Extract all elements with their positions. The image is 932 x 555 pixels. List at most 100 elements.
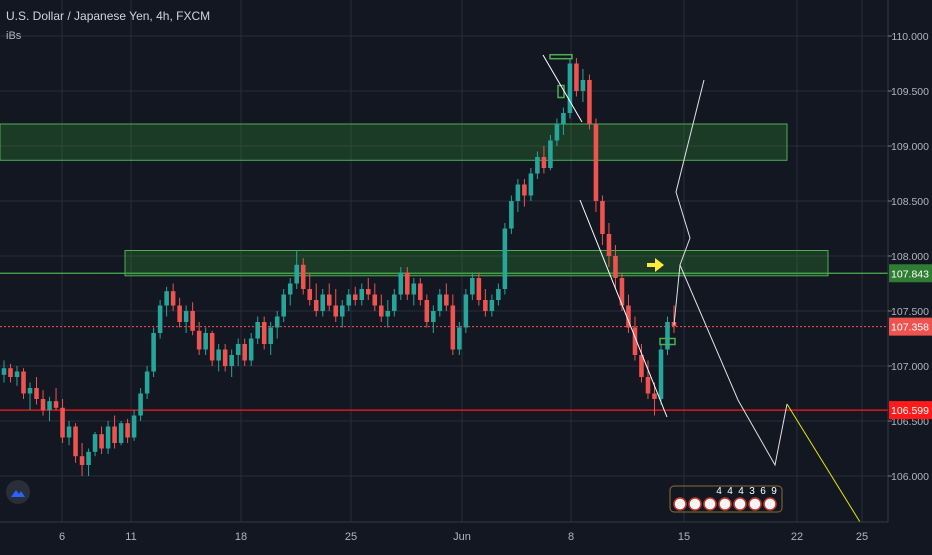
- candle[interactable]: [40, 399, 46, 410]
- event-flag-icon[interactable]: [673, 497, 687, 511]
- candle[interactable]: [118, 423, 124, 443]
- candle[interactable]: [196, 330, 202, 350]
- candle[interactable]: [27, 388, 33, 394]
- candle[interactable]: [307, 289, 313, 300]
- candle[interactable]: [300, 264, 306, 289]
- candle[interactable]: [359, 289, 365, 300]
- candle[interactable]: [548, 140, 553, 169]
- candle[interactable]: [515, 184, 521, 202]
- candle[interactable]: [626, 305, 631, 328]
- candle[interactable]: [502, 228, 508, 290]
- candle[interactable]: [431, 311, 436, 322]
- candle[interactable]: [567, 63, 573, 114]
- event-flag-icon[interactable]: [733, 497, 747, 511]
- candle[interactable]: [372, 294, 378, 306]
- event-flag-icon[interactable]: [718, 497, 732, 511]
- candle[interactable]: [470, 278, 475, 295]
- candle[interactable]: [379, 305, 384, 317]
- candle[interactable]: [339, 305, 345, 317]
- candle[interactable]: [248, 338, 254, 361]
- candle[interactable]: [261, 322, 267, 344]
- candle[interactable]: [47, 401, 52, 410]
- candle[interactable]: [600, 201, 605, 234]
- trendline[interactable]: [542, 54, 583, 123]
- candle[interactable]: [222, 349, 228, 367]
- tradingview-logo-icon[interactable]: [6, 480, 30, 504]
- candle[interactable]: [177, 305, 182, 323]
- candle[interactable]: [60, 407, 65, 438]
- indicator-label[interactable]: iBs: [6, 30, 22, 42]
- candle[interactable]: [235, 344, 241, 355]
- candle[interactable]: [131, 415, 137, 438]
- event-flag-icon[interactable]: [688, 497, 702, 511]
- candle[interactable]: [496, 289, 501, 300]
- candle[interactable]: [489, 300, 495, 311]
- candle[interactable]: [665, 322, 670, 350]
- candle[interactable]: [151, 333, 156, 372]
- candle[interactable]: [418, 283, 423, 301]
- candle[interactable]: [53, 401, 59, 408]
- candle[interactable]: [365, 289, 371, 295]
- candle[interactable]: [652, 393, 657, 400]
- projection-yellow[interactable]: [786, 403, 861, 523]
- candle[interactable]: [593, 124, 599, 201]
- candle[interactable]: [450, 305, 456, 350]
- candle[interactable]: [528, 173, 534, 196]
- candle[interactable]: [405, 272, 410, 295]
- candle[interactable]: [34, 388, 39, 399]
- candle[interactable]: [398, 272, 404, 295]
- projection-down[interactable]: [679, 264, 788, 467]
- trendline[interactable]: [579, 199, 668, 418]
- candle[interactable]: [385, 311, 391, 317]
- candle[interactable]: [580, 80, 586, 91]
- candle[interactable]: [242, 344, 247, 361]
- candle[interactable]: [229, 355, 234, 366]
- candle[interactable]: [619, 278, 625, 306]
- candle[interactable]: [281, 294, 286, 317]
- candle[interactable]: [658, 349, 664, 400]
- candle[interactable]: [632, 327, 638, 356]
- candle[interactable]: [483, 300, 488, 311]
- candle[interactable]: [86, 451, 91, 465]
- candle[interactable]: [326, 294, 332, 306]
- event-flag-icon[interactable]: [763, 497, 777, 511]
- candle[interactable]: [112, 426, 117, 444]
- candle[interactable]: [183, 311, 189, 322]
- candle[interactable]: [476, 278, 482, 300]
- candle[interactable]: [144, 371, 150, 394]
- candle[interactable]: [294, 264, 299, 284]
- candle[interactable]: [606, 234, 612, 256]
- candle[interactable]: [138, 393, 143, 416]
- candle[interactable]: [8, 368, 13, 377]
- candle[interactable]: [105, 426, 111, 449]
- candle[interactable]: [1, 368, 7, 375]
- candle[interactable]: [125, 423, 130, 438]
- candle[interactable]: [346, 294, 352, 306]
- event-flag-icon[interactable]: [748, 497, 762, 511]
- candle[interactable]: [157, 305, 163, 334]
- candle[interactable]: [313, 300, 319, 311]
- candle[interactable]: [287, 283, 293, 295]
- candle[interactable]: [320, 294, 326, 312]
- candle[interactable]: [79, 456, 85, 465]
- candle[interactable]: [170, 291, 176, 306]
- candle[interactable]: [587, 80, 592, 124]
- candle[interactable]: [14, 371, 20, 378]
- candle[interactable]: [561, 113, 566, 124]
- candle[interactable]: [613, 256, 618, 278]
- candle[interactable]: [522, 184, 527, 196]
- candle[interactable]: [574, 63, 579, 92]
- supply-demand-zone[interactable]: [0, 123, 788, 161]
- candle[interactable]: [99, 434, 104, 449]
- candle[interactable]: [333, 305, 339, 317]
- candle[interactable]: [352, 294, 358, 301]
- candle[interactable]: [66, 426, 72, 438]
- candle[interactable]: [216, 349, 221, 361]
- projection-up[interactable]: [673, 79, 705, 326]
- candle[interactable]: [424, 300, 430, 322]
- candle[interactable]: [463, 294, 469, 328]
- event-flag-icon[interactable]: [703, 497, 717, 511]
- candle[interactable]: [457, 327, 462, 350]
- candle[interactable]: [190, 311, 195, 331]
